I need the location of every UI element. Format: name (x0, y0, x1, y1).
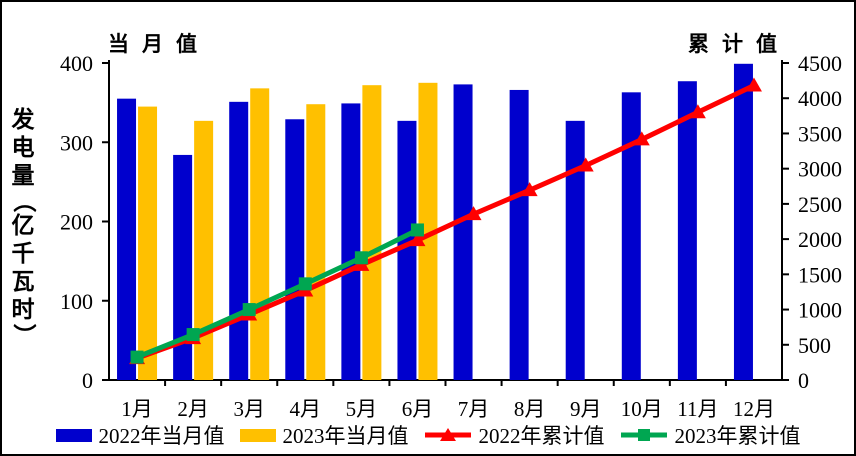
right-axis-tick-label: 1000 (798, 298, 842, 323)
left-axis-tick-label: 400 (60, 51, 93, 76)
x-axis-month-label: 10月 (621, 397, 663, 421)
x-axis-month-label: 9月 (570, 397, 602, 421)
right-axis-tick-label: 4000 (798, 86, 842, 111)
bar (362, 85, 382, 380)
bar (453, 84, 473, 381)
cumulative-line (136, 83, 756, 361)
square-marker-icon (637, 429, 650, 441)
y-axis-label-char: 发 (11, 107, 35, 132)
square-marker-icon (298, 277, 312, 291)
y-axis-label-char: 千 (11, 241, 35, 266)
x-axis-month-label: 7月 (458, 397, 490, 421)
bar (397, 120, 417, 380)
square-marker-icon (410, 223, 424, 237)
y-axis-label-char: 量 (11, 163, 35, 188)
legend-item-2022-cumulative: 2022年累计值 (424, 420, 605, 450)
y-axis-label-char: 瓦 (11, 269, 35, 294)
y-axis-label: 发电量（亿千瓦时） (8, 107, 38, 347)
x-axis-month-label: 11月 (677, 397, 718, 421)
bar-swatch-2022-icon (55, 428, 92, 442)
left-axis-tick-label: 300 (60, 130, 93, 155)
right-axis-tick-label: 1500 (798, 262, 842, 287)
bar (418, 82, 438, 380)
legend-item-2023-cumulative: 2023年累计值 (620, 420, 801, 450)
triangle-marker-icon (633, 131, 650, 146)
x-axis-month-label: 12月 (733, 397, 775, 421)
bar (565, 120, 585, 380)
x-axis-month-label: 2月 (177, 397, 209, 421)
bar (117, 98, 137, 380)
cumulative-line (136, 227, 419, 360)
bar (285, 119, 305, 380)
left-axis-tick-label: 0 (82, 368, 93, 393)
bar (306, 104, 326, 381)
bar-swatch-2023-icon (239, 428, 276, 442)
triangle-marker-icon (409, 232, 426, 247)
legend-item-2023-monthly: 2023年当月值 (239, 420, 409, 450)
right-axis-tick-label: 2500 (798, 192, 842, 217)
bar (173, 154, 193, 380)
bar (677, 81, 697, 380)
legend-label-2022-cumulative: 2022年累计值 (478, 424, 605, 448)
x-axis-month-label: 8月 (514, 397, 546, 421)
right-axis-tick-label: 4500 (798, 51, 842, 76)
legend-label-2022-monthly: 2022年当月值 (98, 424, 225, 448)
legend-label-2023-monthly: 2023年当月值 (282, 424, 409, 448)
x-axis-month-label: 4月 (290, 397, 322, 421)
left-axis-tick-label: 100 (60, 289, 93, 314)
triangle-marker-icon (745, 77, 762, 92)
bar (138, 106, 158, 381)
triangle-marker-icon (465, 206, 482, 221)
bar (621, 92, 641, 380)
y-axis-label-char: 电 (11, 135, 35, 160)
triangle-marker-icon (439, 428, 456, 441)
y-axis-label-char: 时 (11, 297, 35, 322)
bar (509, 89, 529, 380)
y-axis-label-char: （ (11, 189, 36, 213)
x-axis-month-label: 5月 (346, 397, 378, 421)
y-axis-label-char: 亿 (11, 213, 35, 238)
triangle-marker-icon (577, 157, 594, 172)
x-axis-month-label: 1月 (121, 397, 153, 421)
square-marker-icon (130, 350, 144, 364)
legend-label-2023-cumulative: 2023年累计值 (674, 424, 801, 448)
bar (341, 103, 361, 380)
x-axis-month-label: 3月 (233, 397, 265, 421)
line-swatch-2023-icon (620, 429, 667, 441)
square-marker-icon (242, 303, 256, 317)
left-axis-title: 当月值 (108, 32, 210, 56)
right-axis-tick-label: 2000 (798, 227, 842, 252)
legend: 2022年当月值 2023年当月值 2022年累计值 2023年累计值 (2, 420, 854, 450)
right-axis-title: 累计值 (688, 32, 790, 56)
left-axis-tick-label: 200 (60, 210, 93, 235)
square-marker-icon (186, 328, 200, 342)
x-axis-month-label: 6月 (402, 397, 434, 421)
bar (229, 101, 249, 381)
bar (733, 63, 753, 380)
legend-item-2022-monthly: 2022年当月值 (55, 420, 225, 450)
square-marker-icon (354, 251, 368, 265)
bar (250, 88, 270, 381)
triangle-marker-icon (521, 182, 538, 197)
line-swatch-2022-icon (424, 428, 471, 441)
right-axis-tick-label: 500 (798, 333, 831, 358)
y-axis-label-char: ） (11, 323, 36, 347)
right-axis-tick-label: 0 (798, 368, 809, 393)
right-axis-tick-label: 3000 (798, 157, 842, 182)
bar (194, 120, 214, 380)
triangle-marker-icon (689, 104, 706, 119)
right-axis-tick-label: 3500 (798, 121, 842, 146)
